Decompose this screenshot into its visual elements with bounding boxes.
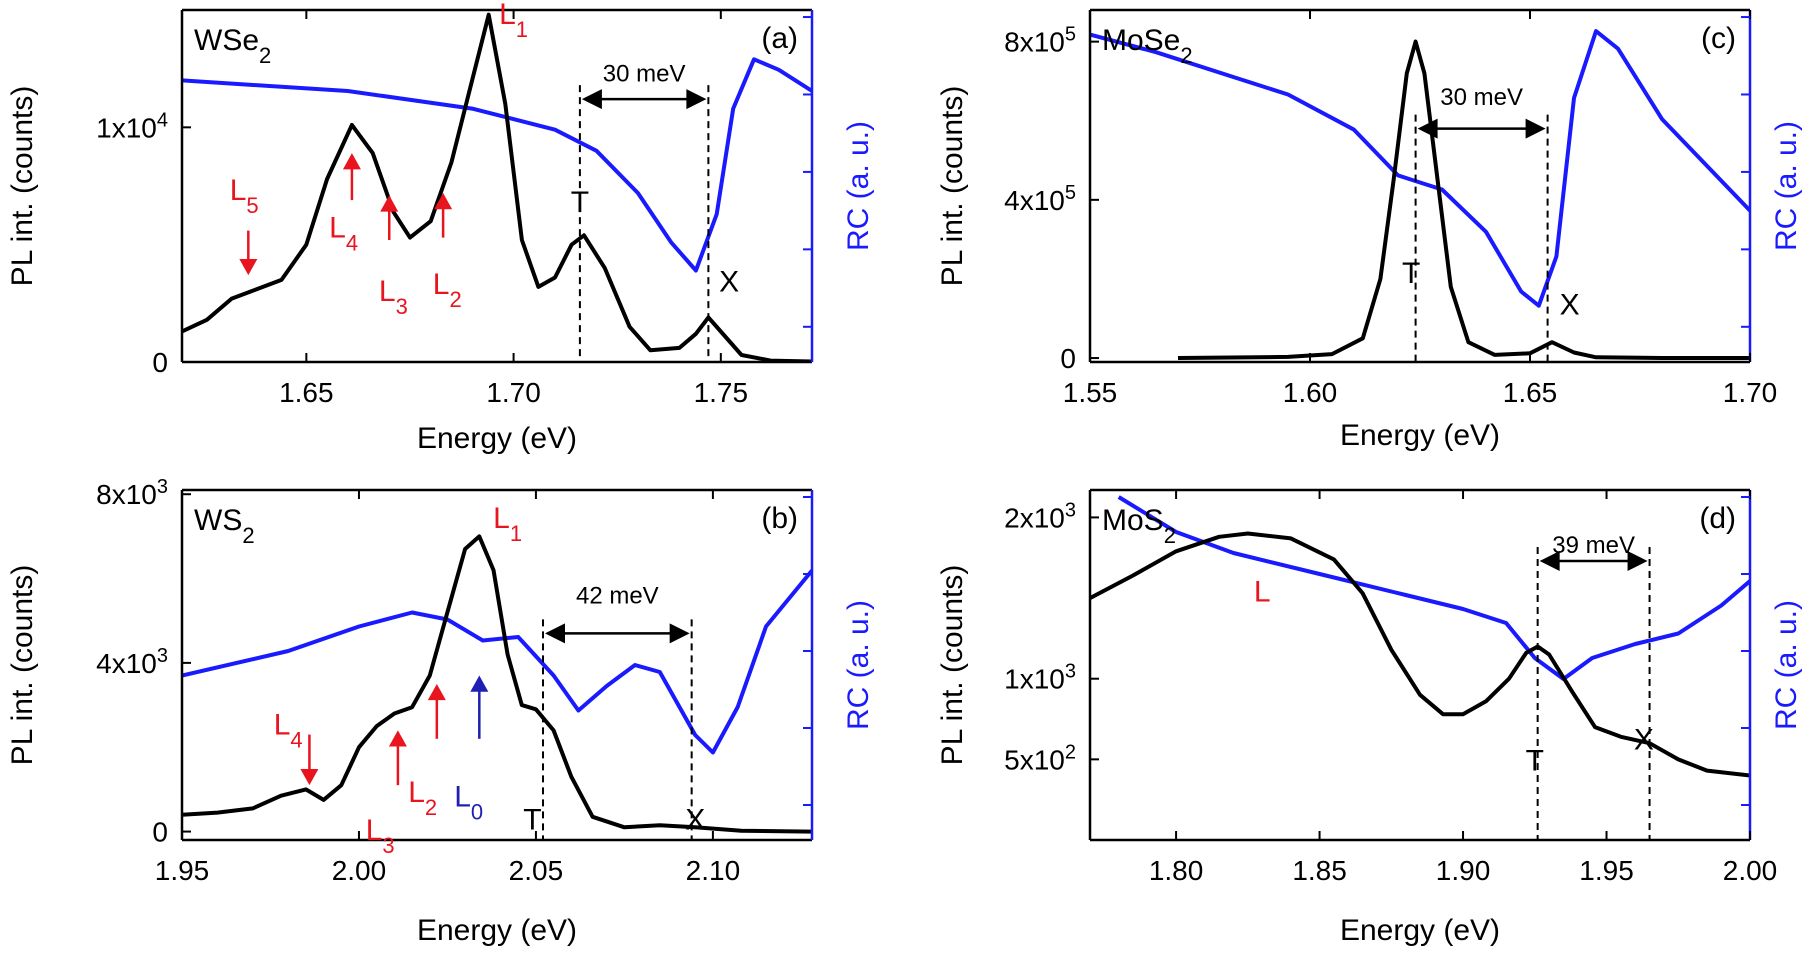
y-tick-label: 8x105 — [1004, 24, 1076, 58]
y-tick-label: 2x103 — [1004, 499, 1076, 533]
localized-exciton-label: L1 — [499, 0, 528, 42]
arrow-head-right — [1627, 550, 1648, 571]
x-tick-label: 1.80 — [1149, 855, 1204, 886]
rc-curve — [182, 57, 812, 273]
marker-arrow-head — [300, 768, 319, 786]
localized-exciton-label: L3 — [379, 275, 408, 319]
localized-exciton-label: L4 — [329, 212, 358, 256]
x-tick-label: 1.65 — [279, 377, 334, 408]
material-label: MoS2 — [1102, 504, 1176, 548]
x-tick-label: 2.10 — [686, 855, 741, 886]
marker-arrow-head — [427, 683, 446, 701]
peak-label: T — [1526, 745, 1544, 778]
x-axis-label: Energy (eV) — [1340, 914, 1500, 947]
rc-curve — [1117, 495, 1750, 681]
x-tick-label: 1.65 — [1503, 377, 1558, 408]
marker-arrow-head — [388, 730, 407, 747]
localized-exciton-label: L2 — [433, 268, 462, 312]
marker-arrow-head — [380, 195, 399, 212]
arrow-head-left — [1417, 118, 1438, 139]
x-tick-label: 1.90 — [1436, 855, 1491, 886]
x-tick-label: 1.60 — [1283, 377, 1338, 408]
peak-label: T — [571, 186, 589, 219]
marker-arrow-head — [470, 675, 489, 692]
y-axis-label: PL int. (counts) — [936, 565, 969, 766]
peak-label: T — [523, 803, 541, 836]
x-tick-label: 1.85 — [1292, 855, 1347, 886]
material-label: MoSe2 — [1102, 24, 1193, 68]
peak-label: X — [719, 266, 739, 299]
y-axis-label: PL int. (counts) — [6, 565, 39, 766]
arrow-head-right — [1525, 118, 1546, 139]
panel-d: 39 meV 1.80 1.85 1.90 1.95 2.00 5x102 1x103 2x10… — [936, 488, 1803, 947]
panel-c: 30 meV 1.55 1.60 1.65 1.70 0 4x105 8x105 Energy … — [936, 8, 1803, 452]
y-tick-label: 5x102 — [1004, 741, 1076, 775]
arrow-head-left — [545, 623, 566, 644]
pl-curve — [1090, 531, 1750, 778]
x-tick-label: 1.70 — [1723, 377, 1778, 408]
arrow-head-left — [581, 89, 602, 110]
y-tick-label: 1x104 — [96, 109, 168, 143]
material-label: WS2 — [194, 504, 255, 548]
pl-curve — [182, 534, 812, 834]
rc-curve — [182, 569, 812, 755]
marker-arrow-head — [434, 193, 453, 210]
y-tick-label: 4x103 — [96, 645, 168, 679]
x-axis-label: Energy (eV) — [417, 422, 577, 455]
y-axis-label: PL int. (counts) — [936, 86, 969, 287]
localized-exciton-label-blue: L0 — [454, 780, 483, 824]
peak-label: X — [1560, 289, 1580, 322]
localized-exciton-label: L1 — [493, 502, 522, 546]
x-tick-label: 2.00 — [1723, 855, 1778, 886]
panel-label: (c) — [1701, 22, 1736, 55]
panel-b: 42 meV 1.95 2.00 2.05 2.10 0 4x103 8x103 Energy … — [6, 476, 875, 947]
localized-exciton-label: L — [1254, 575, 1271, 608]
x-tick-label: 2.00 — [332, 855, 387, 886]
y-tick-label: 0 — [152, 347, 168, 378]
pl-curve — [182, 12, 812, 362]
arrow-head-right — [686, 89, 707, 110]
y-tick-label: 0 — [1060, 343, 1076, 374]
rc-curve — [1090, 29, 1750, 308]
marker-arrow-head — [239, 258, 258, 276]
y2-axis-label: RC (a. u.) — [842, 121, 875, 251]
marker-arrow-head — [342, 153, 361, 170]
x-tick-label: 1.95 — [1579, 855, 1634, 886]
y2-axis-label: RC (a. u.) — [1770, 600, 1803, 730]
x-tick-label: 1.70 — [486, 377, 541, 408]
x-tick-label: 2.05 — [509, 855, 564, 886]
pl-curve — [1177, 39, 1750, 360]
y-tick-label: 0 — [152, 817, 168, 848]
peak-label: X — [1634, 724, 1654, 757]
panel-label: (b) — [761, 502, 798, 535]
y2-axis-label: RC (a. u.) — [842, 600, 875, 730]
peak-label: X — [685, 803, 705, 836]
peak-label: T — [1402, 257, 1420, 290]
panel-a: 30 meV 1.65 1.70 1.75 0 1x104 Energy (eV) PL in… — [6, 0, 875, 455]
y-axis-label: PL int. (counts) — [6, 86, 39, 287]
splitting-label: 39 meV — [1552, 532, 1635, 559]
splitting-label: 42 meV — [576, 582, 659, 609]
splitting-label: 30 meV — [1440, 84, 1523, 111]
y-tick-label: 1x103 — [1004, 661, 1076, 695]
splitting-label: 30 meV — [603, 60, 686, 87]
x-axis-label: Energy (eV) — [1340, 419, 1500, 452]
localized-exciton-label: L4 — [274, 709, 303, 753]
panel-label: (a) — [761, 22, 798, 55]
y-tick-label: 8x103 — [96, 476, 168, 510]
panel-label: (d) — [1699, 502, 1736, 535]
y2-axis-label: RC (a. u.) — [1770, 121, 1803, 251]
x-axis-label: Energy (eV) — [417, 914, 577, 947]
material-label: WSe2 — [194, 24, 271, 68]
localized-exciton-label: L5 — [230, 174, 259, 218]
x-tick-label: 1.55 — [1063, 377, 1118, 408]
arrow-head-right — [669, 623, 690, 644]
y-tick-label: 4x105 — [1004, 182, 1076, 216]
localized-exciton-label: L3 — [366, 814, 395, 858]
arrow-head-left — [1539, 550, 1560, 571]
x-tick-label: 1.95 — [155, 855, 210, 886]
x-tick-label: 1.75 — [694, 377, 749, 408]
localized-exciton-label: L2 — [408, 776, 437, 820]
